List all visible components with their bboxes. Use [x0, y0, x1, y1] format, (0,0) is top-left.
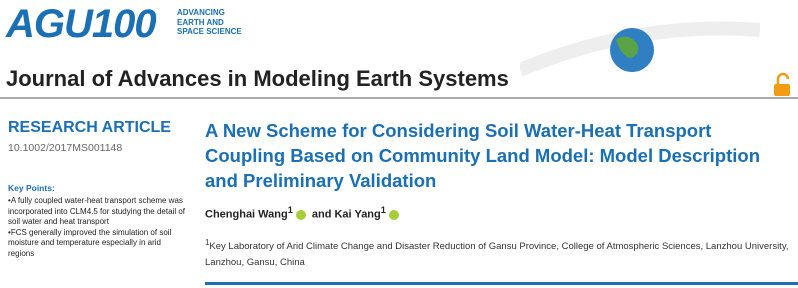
page-body: AGU100 ADVANCING EARTH AND SPACE SCIENCE… — [0, 0, 798, 288]
orcid-icon[interactable] — [389, 210, 399, 220]
doi[interactable]: 10.1002/2017MS001148 — [8, 142, 122, 154]
key-points: A fully coupled water-heat transport sch… — [8, 196, 188, 260]
article-type: RESEARCH ARTICLE — [8, 119, 171, 137]
journal-name: Journal of Advances in Modeling Earth Sy… — [6, 66, 509, 92]
author-name[interactable]: Kai Yang — [334, 209, 380, 221]
article-title: A New Scheme for Considering Soil Water-… — [205, 118, 760, 193]
author-joiner: and — [312, 209, 332, 221]
bottom-rule — [205, 282, 798, 285]
affiliation-text: Key Laboratory of Arid Climate Change an… — [205, 241, 789, 268]
title-line: A New Scheme for Considering Soil Water-… — [205, 118, 760, 143]
affiliation-mark: 1 — [288, 205, 293, 215]
title-line: and Preliminary Validation — [205, 168, 760, 193]
affiliation: 1Key Laboratory of Arid Climate Change a… — [205, 235, 795, 271]
tagline-line: SPACE SCIENCE — [177, 27, 242, 37]
key-points-heading: Key Points: — [8, 183, 55, 193]
tagline-line: EARTH AND — [177, 18, 242, 28]
key-point: FCS generally improved the simulation of… — [8, 228, 188, 260]
title-line: Coupling Based on Community Land Model: … — [205, 143, 760, 168]
authors: Chenghai Wang1 and Kai Yang1 — [205, 205, 402, 221]
tagline: ADVANCING EARTH AND SPACE SCIENCE — [177, 8, 242, 37]
page: {"header": {"logo": "AGU100", "tagline":… — [0, 0, 798, 288]
logo: AGU100 — [6, 2, 156, 47]
orcid-icon[interactable] — [296, 210, 306, 220]
author-name[interactable]: Chenghai Wang — [205, 209, 288, 221]
affiliation-mark: 1 — [381, 205, 386, 215]
globe-art — [520, 10, 760, 90]
divider — [0, 97, 798, 99]
tagline-line: ADVANCING — [177, 8, 242, 18]
open-access-lock — [772, 72, 794, 98]
key-point: A fully coupled water-heat transport sch… — [8, 196, 188, 228]
